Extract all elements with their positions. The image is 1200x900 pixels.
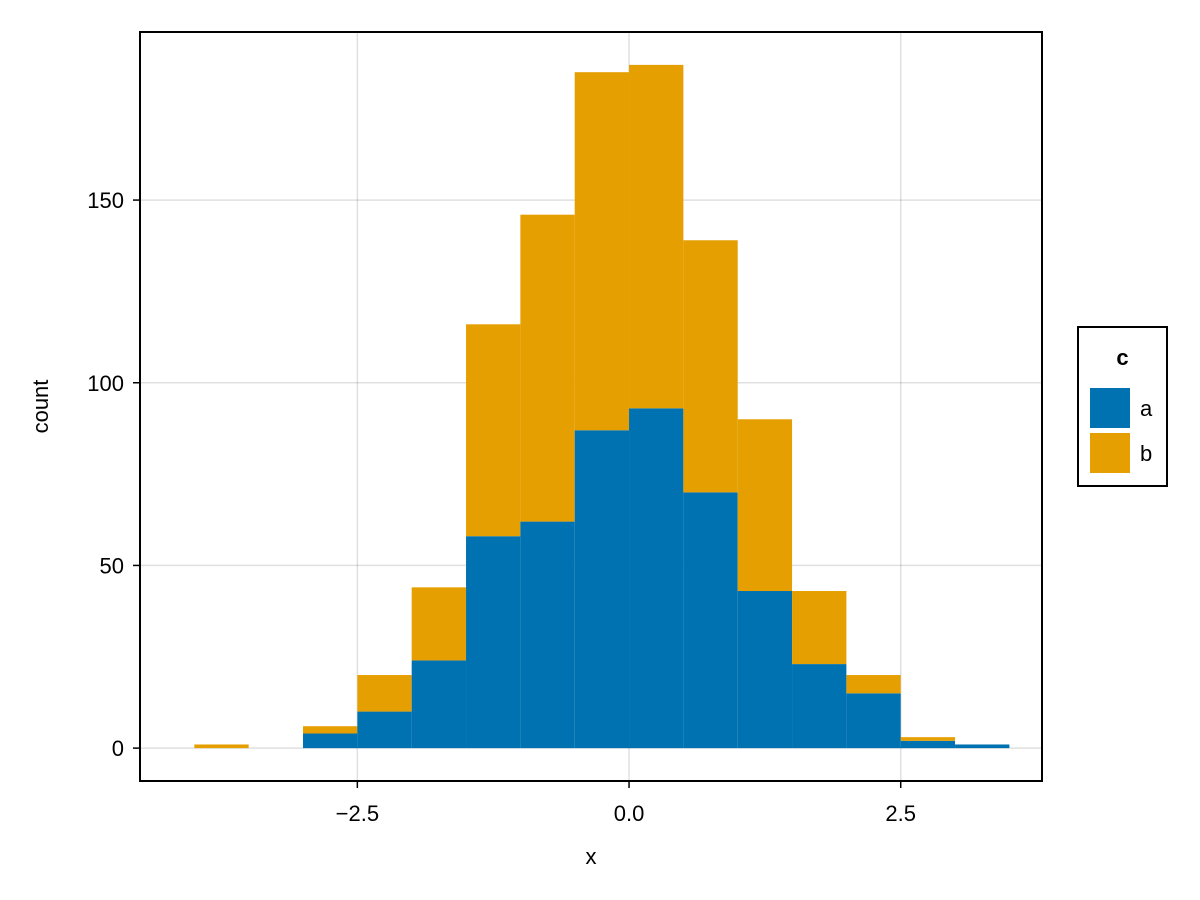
bars: [194, 64, 1010, 749]
bar-a-10: [737, 591, 793, 749]
legend-swatch-a: [1090, 388, 1130, 428]
y-axis-ticks: 0 50 100 150: [87, 188, 140, 761]
bar-a-8: [629, 408, 684, 749]
x-axis-ticks: −2.5 0.0 2.5: [336, 781, 916, 826]
bar-b-4: [411, 587, 467, 661]
bar-a-4: [411, 660, 467, 749]
bar-b-5: [466, 324, 521, 537]
bar-b-2: [303, 726, 358, 734]
x-tick-label-1: 0.0: [614, 801, 645, 826]
plot-frame: [139, 31, 1043, 782]
y-tick-label-2: 100: [87, 371, 124, 396]
bar-b-6: [520, 214, 575, 522]
bar-a-6: [520, 521, 575, 749]
bar-a-3: [357, 711, 412, 749]
bar-b-0: [194, 744, 249, 749]
bar-a-13: [900, 740, 956, 749]
x-axis-label: x: [586, 844, 597, 869]
x-tick-label-2: 2.5: [885, 801, 916, 826]
y-axis-label: count: [28, 380, 53, 434]
legend-swatch-b: [1090, 433, 1130, 473]
legend: c ab: [1077, 326, 1168, 487]
bar-b-9: [683, 240, 738, 493]
bar-b-11: [792, 591, 847, 665]
bar-a-2: [303, 733, 358, 749]
legend-label-b: b: [1140, 441, 1152, 466]
legend-title: c: [1116, 345, 1128, 370]
bar-a-9: [683, 492, 738, 749]
bar-a-14: [955, 744, 1010, 749]
bar-a-5: [466, 536, 521, 749]
bar-b-3: [357, 675, 412, 712]
bar-a-7: [574, 430, 630, 749]
bar-b-7: [574, 72, 630, 431]
bar-b-10: [737, 419, 793, 592]
bar-b-12: [846, 675, 901, 694]
y-tick-label-3: 150: [87, 188, 124, 213]
legend-label-a: a: [1140, 396, 1153, 421]
x-tick-label-0: −2.5: [336, 801, 379, 826]
bar-a-12: [846, 693, 901, 749]
y-tick-label-0: 0: [112, 736, 124, 761]
y-tick-label-1: 50: [100, 553, 124, 578]
bar-b-8: [629, 64, 684, 409]
bar-b-13: [900, 737, 956, 741]
bar-a-11: [792, 664, 847, 749]
